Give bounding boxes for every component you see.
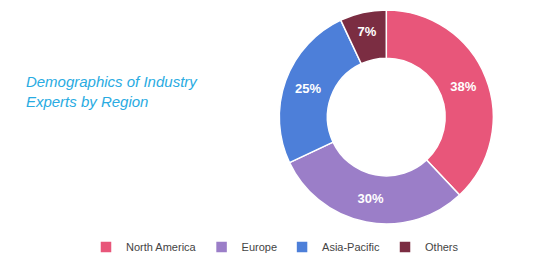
svg-text:Demographics of IndustryExpert: Demographics of IndustryExperts by Regio… <box>26 73 198 110</box>
svg-text:North America: North America <box>126 241 197 253</box>
svg-text:25%: 25% <box>295 81 321 96</box>
svg-text:30%: 30% <box>358 191 384 206</box>
svg-text:Europe: Europe <box>242 241 277 253</box>
svg-text:38%: 38% <box>450 79 476 94</box>
svg-text:Asia-Pacific: Asia-Pacific <box>322 241 380 253</box>
svg-text:7%: 7% <box>358 24 377 39</box>
svg-text:Others: Others <box>425 241 459 253</box>
